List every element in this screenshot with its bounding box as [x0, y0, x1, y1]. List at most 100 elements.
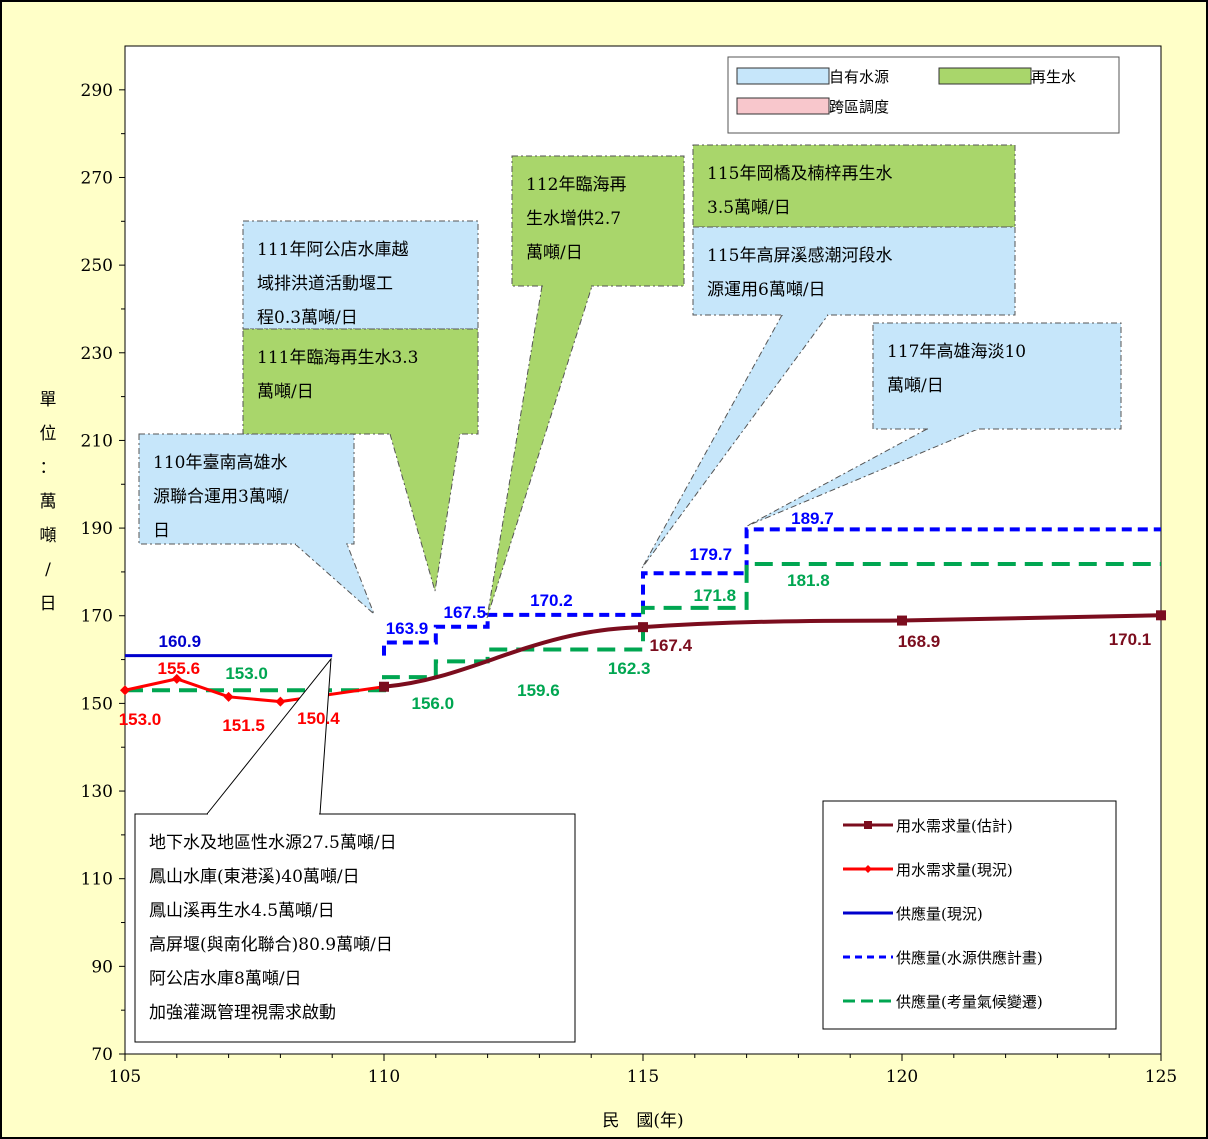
- y-tick-label: 290: [81, 81, 113, 101]
- annotation-line: 萬噸/日: [257, 382, 314, 402]
- annotation-callout: 115年岡橋及楠梓再生水 3.5萬噸/日: [692, 144, 1016, 228]
- data-label: 189.7: [791, 509, 834, 528]
- annotation-line: 源聯合運用3萬噸/: [153, 487, 289, 507]
- y-tick-label: 190: [81, 519, 113, 539]
- source-legend-swatch: [736, 97, 830, 115]
- data-label: 170.1: [1109, 630, 1152, 649]
- annotation-line: 117年高雄海淡10: [887, 342, 1026, 362]
- data-label: 155.6: [158, 659, 201, 678]
- data-label: 156.0: [412, 694, 455, 713]
- data-label: 167.4: [650, 636, 693, 655]
- data-label: 181.8: [787, 571, 830, 590]
- callout-box: [242, 328, 479, 435]
- data-label: 170.2: [530, 591, 573, 610]
- series-legend-label: 供應量(水源供應計畫): [896, 949, 1043, 967]
- series-legend-label: 供應量(現況): [896, 905, 983, 923]
- source-legend-label: 自有水源: [829, 68, 889, 86]
- annotation-line: 域排洪道活動堰工: [257, 274, 393, 294]
- source-legend-swatch: [938, 67, 1032, 85]
- annotation-callout: 地下水及地區性水源27.5萬噸/日鳳山水庫(東港溪)40萬噸/日鳳山溪再生水4.…: [134, 657, 576, 1043]
- data-label: 163.9: [386, 619, 429, 638]
- annotation-line: 111年臨海再生水3.3: [257, 348, 418, 368]
- annotation-line: 地下水及地區性水源27.5萬噸/日: [149, 833, 397, 853]
- current-demand-marker: [275, 696, 286, 707]
- y-tick-label: 150: [81, 694, 113, 714]
- annotation-callout: 117年高雄海淡10 萬噸/日: [746, 322, 1122, 527]
- x-tick-label: 120: [886, 1067, 918, 1087]
- data-label: 159.6: [517, 681, 560, 700]
- annotation-line: 生水增供2.7: [526, 209, 621, 229]
- callout-box: [134, 813, 576, 1043]
- estimated-demand-marker: [1156, 610, 1166, 621]
- data-label: 179.7: [690, 545, 733, 564]
- current-demand-marker: [120, 685, 130, 696]
- callout-box: [692, 226, 1016, 316]
- data-label: 168.9: [898, 632, 941, 651]
- annotation-line: 115年岡橋及楠梓再生水: [707, 164, 892, 184]
- annotation-line: 萬噸/日: [526, 243, 583, 263]
- series-legend-label: 供應量(考量氣候變遷): [896, 993, 1043, 1011]
- annotation-line: 萬噸/日: [887, 376, 944, 396]
- annotation-line: 111年阿公店水庫越: [257, 240, 408, 260]
- source-legend-swatch: [736, 67, 830, 85]
- x-tick-label: 125: [1145, 1067, 1177, 1087]
- annotation-line: 阿公店水庫8萬噸/日: [149, 969, 302, 989]
- data-label: 162.3: [608, 659, 651, 678]
- estimated-demand-marker: [638, 622, 648, 633]
- data-label: 171.8: [694, 586, 737, 605]
- x-axis-label: 民 國(年): [602, 1111, 683, 1131]
- callout-pointer: [389, 433, 461, 592]
- annotation-callout: 111年臨海再生水3.3 萬噸/日: [242, 328, 479, 592]
- annotation-line: 加強灌溉管理視需求啟動: [149, 1003, 336, 1023]
- data-label: 151.5: [222, 716, 265, 735]
- y-tick-label: 70: [91, 1045, 113, 1065]
- y-tick-label: 130: [81, 782, 113, 802]
- y-tick-label: 210: [81, 431, 113, 451]
- source-legend-label: 再生水: [1031, 68, 1076, 86]
- annotation-line: 鳳山溪再生水4.5萬噸/日: [149, 901, 335, 921]
- data-label: 167.5: [444, 603, 487, 622]
- source-legend-label: 跨區調度: [829, 98, 889, 116]
- x-tick-label: 110: [368, 1067, 400, 1087]
- y-tick-label: 270: [81, 168, 113, 188]
- current-demand-marker: [171, 673, 182, 684]
- data-label: 153.0: [119, 710, 162, 729]
- y-tick-label: 90: [91, 957, 113, 977]
- estimated-demand-marker: [897, 615, 907, 626]
- estimated-demand-marker: [379, 681, 389, 692]
- callout-box: [511, 155, 685, 287]
- x-tick-label: 105: [109, 1067, 141, 1087]
- callout-box: [242, 220, 479, 330]
- annotation-line: 源運用6萬噸/日: [707, 280, 826, 300]
- annotation-line: 115年高屏溪感潮河段水: [707, 246, 892, 266]
- y-tick-label: 170: [81, 607, 113, 627]
- series-legend-box: [822, 800, 1117, 1030]
- x-tick-label: 115: [627, 1067, 659, 1087]
- annotation-line: 日: [153, 521, 170, 541]
- series-legend-marker: [864, 821, 872, 829]
- annotation-line: 110年臺南高雄水: [153, 453, 287, 473]
- series-climate-supply: [125, 562, 1161, 693]
- y-axis-label: 單位：萬噸/日: [40, 390, 57, 614]
- callout-box: [872, 322, 1122, 430]
- annotation-line: 高屏堰(與南化聯合)80.9萬噸/日: [149, 935, 393, 955]
- y-tick-label: 110: [81, 870, 113, 890]
- y-tick-label: 230: [81, 344, 113, 364]
- data-label: 153.0: [225, 664, 268, 683]
- current-demand-marker: [223, 691, 234, 702]
- data-label: 150.4: [297, 709, 340, 728]
- series-legend-label: 用水需求量(估計): [896, 817, 1013, 835]
- annotation-line: 3.5萬噸/日: [707, 198, 791, 218]
- annotation-line: 程0.3萬噸/日: [257, 308, 358, 328]
- annotation-line: 112年臨海再: [526, 175, 626, 195]
- callout-box: [692, 144, 1016, 228]
- series-legend-marker: [864, 865, 872, 873]
- y-tick-label: 250: [81, 256, 113, 276]
- annotation-line: 鳳山水庫(東港溪)40萬噸/日: [149, 867, 360, 887]
- series-legend-label: 用水需求量(現況): [896, 861, 1013, 879]
